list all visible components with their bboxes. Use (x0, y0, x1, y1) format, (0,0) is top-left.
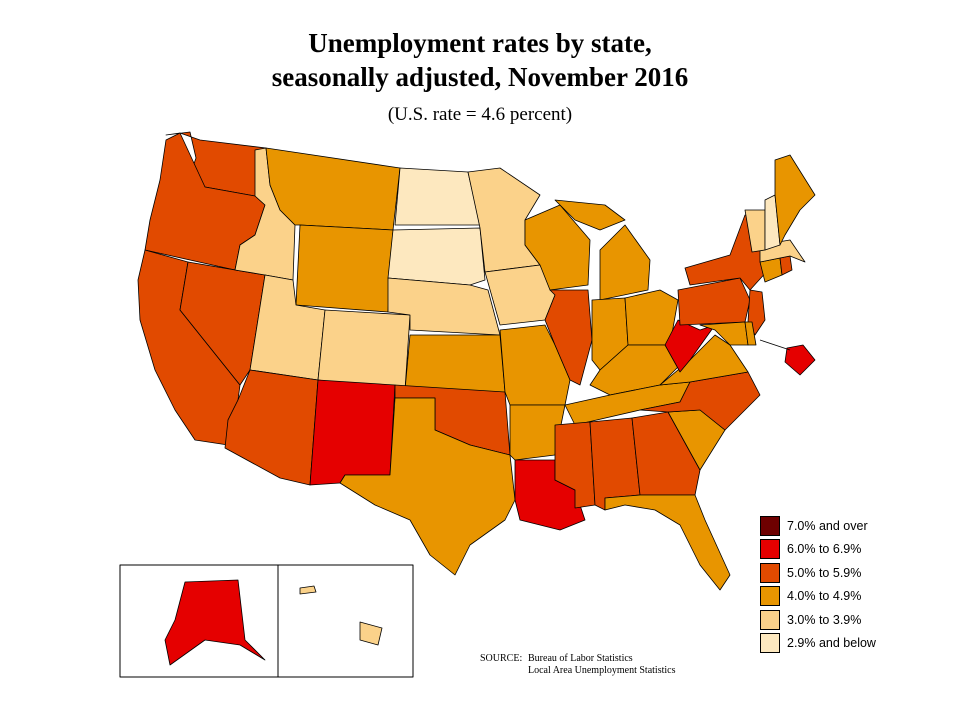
legend-swatch (760, 609, 780, 630)
state-sd[interactable] (387, 227, 486, 286)
legend-item-7-plus: 7.0% and over (760, 514, 876, 538)
legend-label: 4.0% to 4.9% (787, 589, 862, 604)
state-md[interactable] (699, 321, 749, 346)
state-mo[interactable] (499, 324, 571, 406)
legend-swatch (760, 539, 780, 560)
state-ne[interactable] (387, 277, 501, 336)
state-ks[interactable] (404, 334, 506, 393)
state-tx[interactable] (339, 397, 516, 576)
source-line-1: Bureau of Labor Statistics (528, 653, 633, 664)
state-nc[interactable] (639, 371, 761, 431)
legend-item-2-below: 2.9% and below (760, 632, 876, 656)
map-title: Unemployment rates by state, seasonally … (0, 26, 960, 94)
legend-swatch (760, 515, 780, 536)
hawaii-inset-frame (277, 564, 414, 678)
state-fl[interactable] (604, 494, 731, 591)
title-line-2: seasonally adjusted, November 2016 (271, 62, 689, 92)
state-nd[interactable] (394, 167, 481, 226)
legend: 7.0% and over 6.0% to 6.9% 5.0% to 5.9% … (760, 514, 876, 655)
legend-swatch (760, 562, 780, 583)
source-note: SOURCE: Bureau of Labor Statistics Local … (480, 653, 675, 677)
state-ak[interactable] (164, 579, 266, 666)
state-ri[interactable] (779, 255, 793, 276)
legend-item-4: 4.0% to 4.9% (760, 585, 876, 609)
legend-item-5: 5.0% to 5.9% (760, 561, 876, 585)
state-ga[interactable] (631, 411, 701, 496)
source-line-2: Local Area Unemployment Statistics (528, 665, 676, 676)
legend-label: 2.9% and below (787, 636, 876, 651)
legend-item-6: 6.0% to 6.9% (760, 538, 876, 562)
title-line-1: Unemployment rates by state, (308, 28, 652, 58)
legend-label: 3.0% to 3.9% (787, 612, 862, 627)
state-hi-islands[interactable] (299, 585, 317, 595)
state-oh[interactable] (624, 289, 679, 346)
legend-swatch (760, 586, 780, 607)
state-il[interactable] (544, 289, 593, 386)
state-me[interactable] (774, 154, 816, 246)
state-nm[interactable] (309, 379, 396, 486)
legend-label: 5.0% to 5.9% (787, 565, 862, 580)
legend-label: 6.0% to 6.9% (787, 542, 862, 557)
state-mi[interactable] (599, 224, 651, 301)
state-de[interactable] (744, 321, 757, 346)
legend-label: 7.0% and over (787, 518, 868, 533)
state-mi-upper[interactable] (554, 199, 626, 231)
state-ar[interactable] (509, 404, 566, 461)
state-hi[interactable] (359, 621, 383, 646)
state-wy[interactable] (295, 224, 394, 313)
state-wi[interactable] (524, 204, 591, 291)
legend-item-3: 3.0% to 3.9% (760, 608, 876, 632)
state-pa[interactable] (677, 277, 751, 326)
state-co[interactable] (317, 309, 411, 391)
source-label: SOURCE: (480, 653, 523, 664)
legend-swatch (760, 633, 780, 654)
state-dc[interactable] (784, 344, 816, 376)
subtitle: (U.S. rate = 4.6 percent) (387, 104, 573, 125)
